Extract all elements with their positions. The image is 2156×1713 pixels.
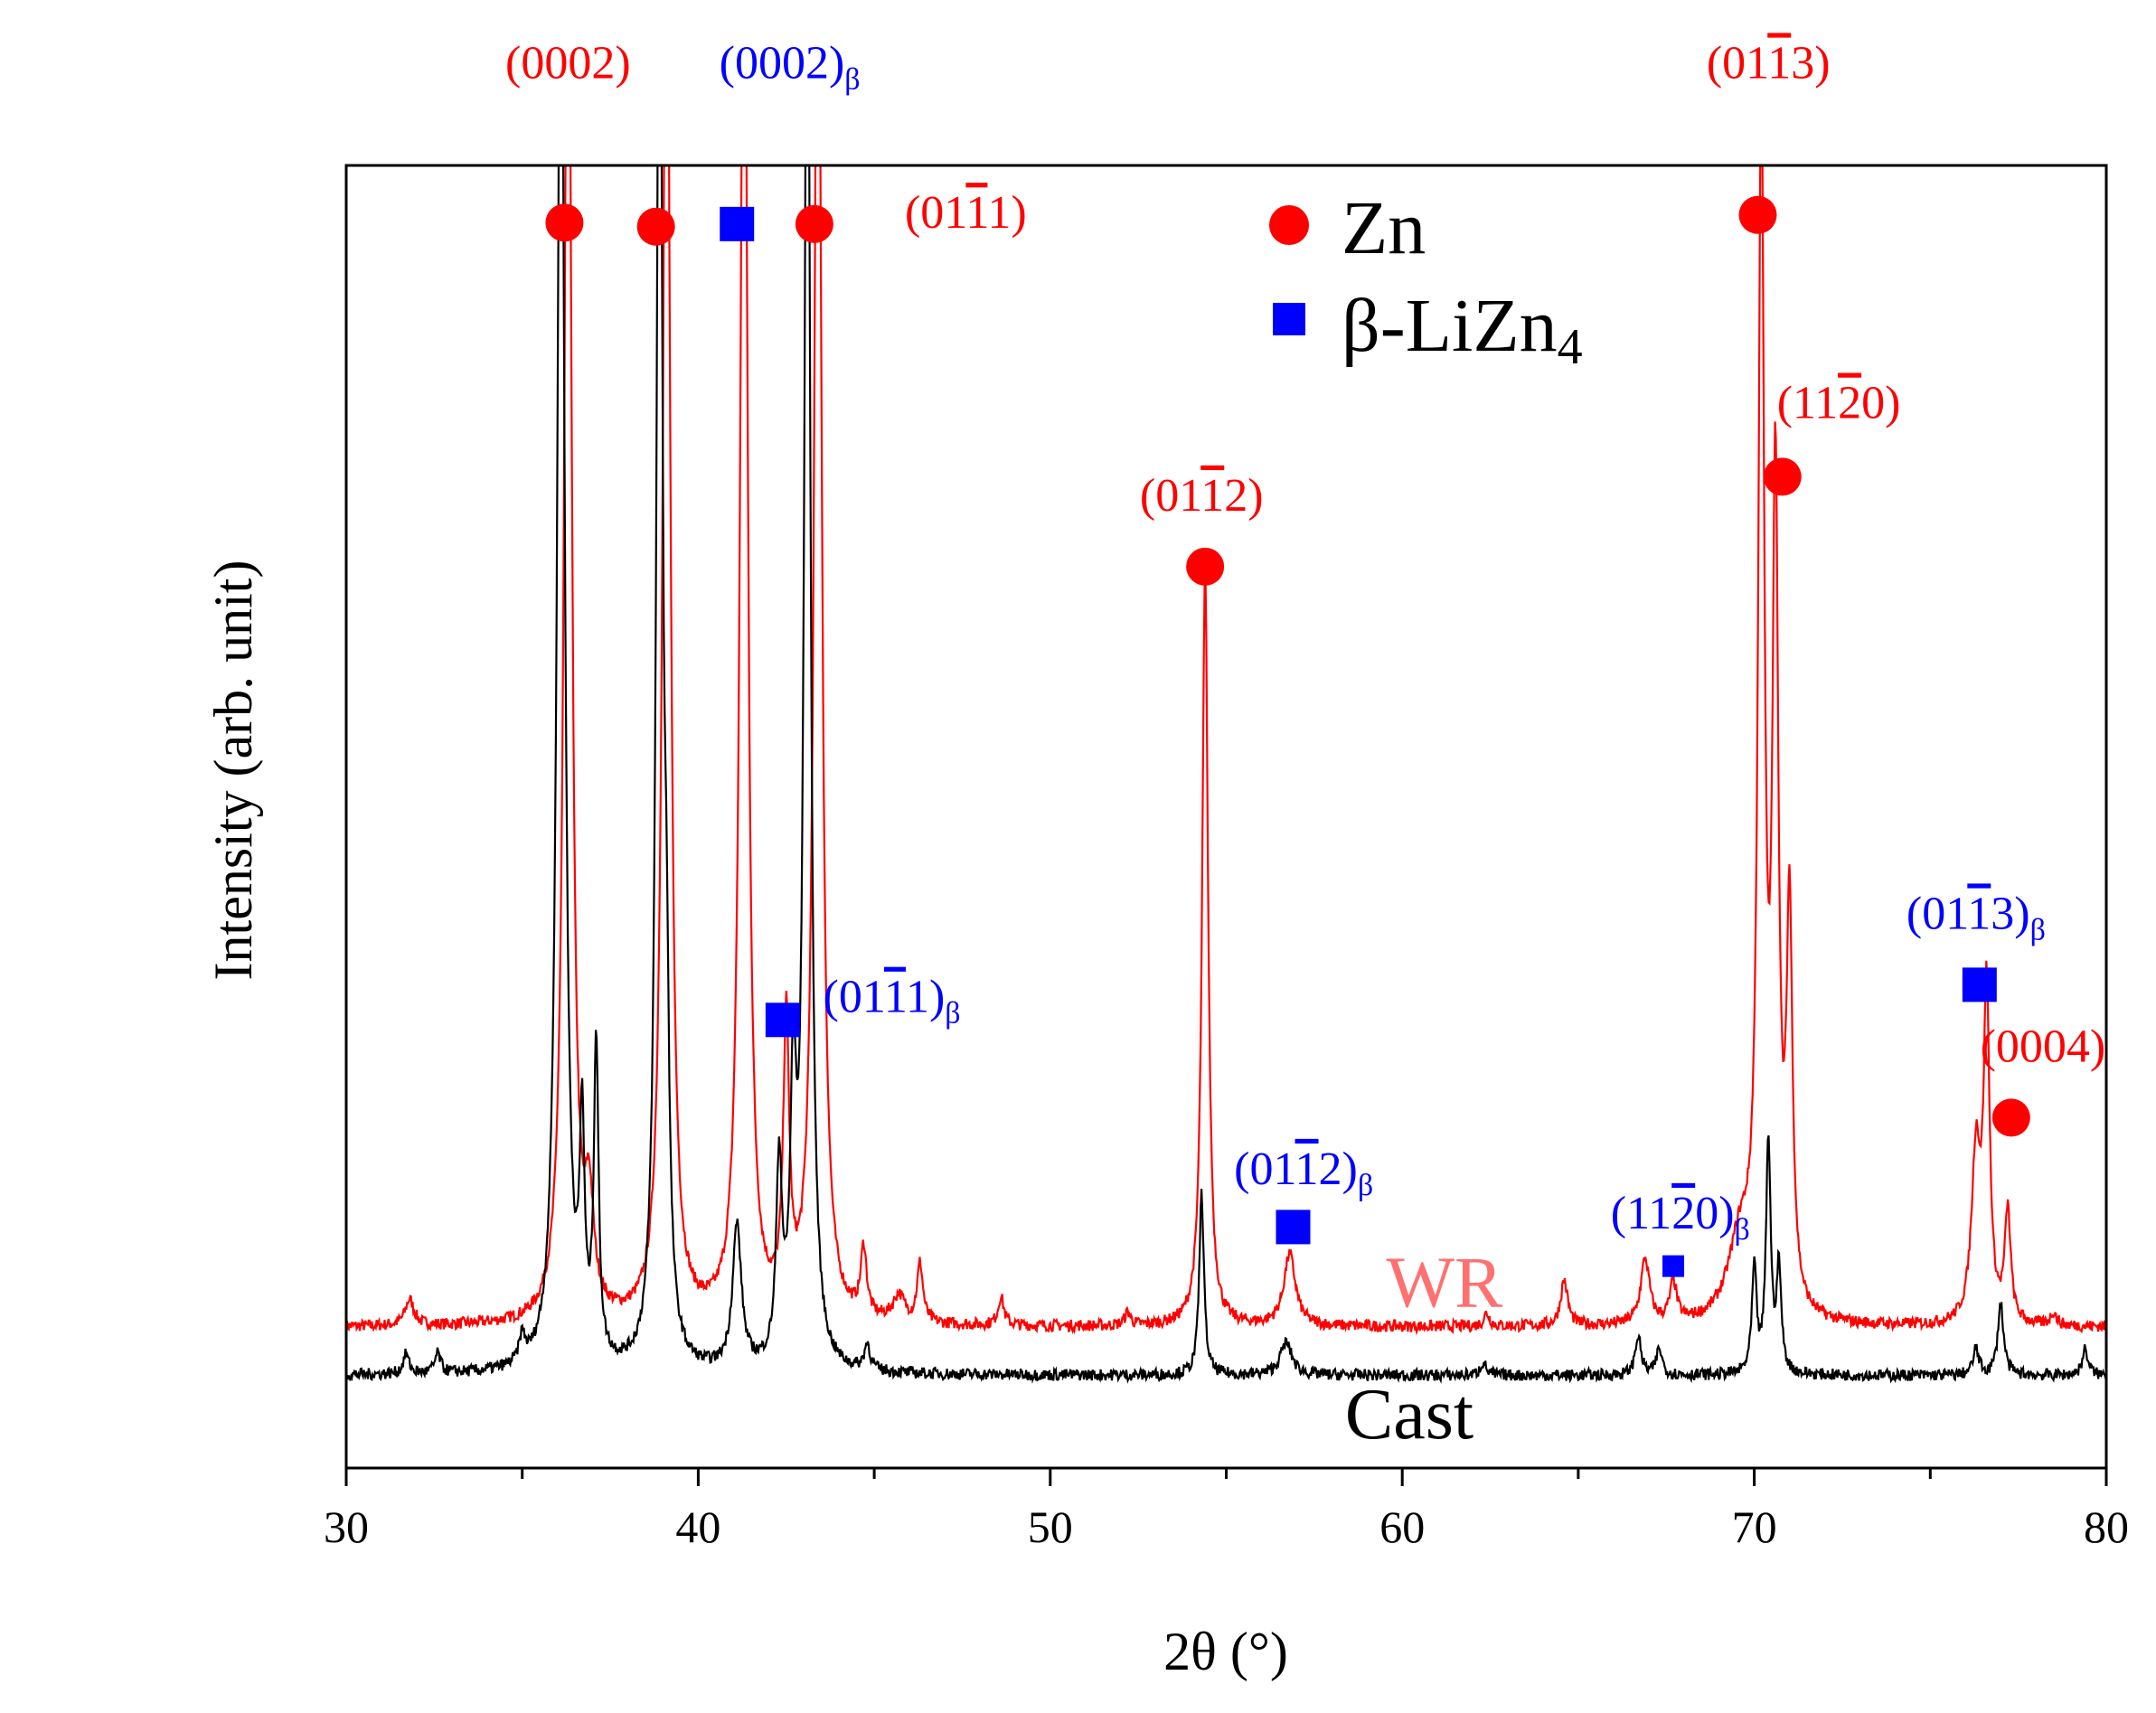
annotation-zn-0113: (0113) <box>1707 37 1831 89</box>
annotation-beta-0113: (0113)β <box>1907 888 2046 946</box>
annotation-beta-0112: (0112)β <box>1234 1144 1373 1202</box>
zn-marker-9 <box>1763 457 1802 496</box>
annotation-beta-0002: (0002)β <box>720 37 861 96</box>
beta-marker-7 <box>1662 1255 1685 1277</box>
legend-zn-label: Zn <box>1342 186 1426 270</box>
legend-beta-text: β-LiZn <box>1342 284 1558 368</box>
series-label-layer: WR Cast <box>1345 1243 1503 1454</box>
marker-layer <box>545 195 2030 1277</box>
series-line-wr <box>346 165 2106 1336</box>
zn-marker-3 <box>795 204 833 243</box>
zn-marker-0 <box>545 203 584 242</box>
x-tick-label-40: 40 <box>675 1501 720 1552</box>
series-line-cast <box>346 165 2106 1384</box>
legend-zn-marker <box>1269 205 1309 245</box>
legend-beta-marker <box>1273 303 1305 335</box>
ticks-layer: 30 40 50 60 70 80 <box>324 1468 2129 1552</box>
y-axis-title: Intensity (arb. unit) <box>203 560 263 981</box>
x-tick-label-80: 80 <box>2084 1501 2129 1552</box>
zn-marker-1 <box>636 207 675 246</box>
plot-frame <box>344 164 2108 1470</box>
legend-beta-label: β-LiZn4 <box>1342 284 1583 375</box>
beta-marker-6 <box>1276 1209 1311 1245</box>
annotation-zn-1120: (1120) <box>1777 378 1901 429</box>
annotation-beta-1120: (1120)β <box>1611 1188 1750 1247</box>
annotation-zn-0002: (0002) <box>505 37 631 89</box>
annotation-beta-0111: (0111)β <box>824 972 961 1031</box>
legend-beta-sub: 4 <box>1558 319 1583 375</box>
x-tick-label-50: 50 <box>1028 1501 1073 1552</box>
beta-marker-10 <box>1962 967 1997 1002</box>
x-axis-title: 2θ (°) <box>1163 1622 1288 1681</box>
annotation-zn-0111: (0111) <box>905 187 1027 239</box>
zn-marker-8 <box>1738 195 1777 234</box>
zn-marker-11 <box>1991 1098 2030 1137</box>
x-tick-label-60: 60 <box>1379 1501 1425 1552</box>
zn-marker-5 <box>1186 547 1225 586</box>
x-tick-label-30: 30 <box>324 1501 369 1552</box>
annotation-zn-0112: (0112) <box>1140 470 1264 522</box>
series-layer <box>346 165 2106 1384</box>
series-label-cast: Cast <box>1345 1375 1473 1454</box>
annotation-layer: (0002)(0110)(0002)β(0111)(0111)β(0112)(0… <box>505 37 2106 1247</box>
series-label-wr: WR <box>1386 1243 1503 1322</box>
legend: Zn β-LiZn4 <box>1269 186 1583 375</box>
annotation-zn-0004: (0004) <box>1981 1021 2106 1072</box>
x-tick-label-70: 70 <box>1732 1501 1777 1552</box>
beta-marker-2 <box>720 206 755 241</box>
beta-marker-4 <box>765 1002 800 1038</box>
